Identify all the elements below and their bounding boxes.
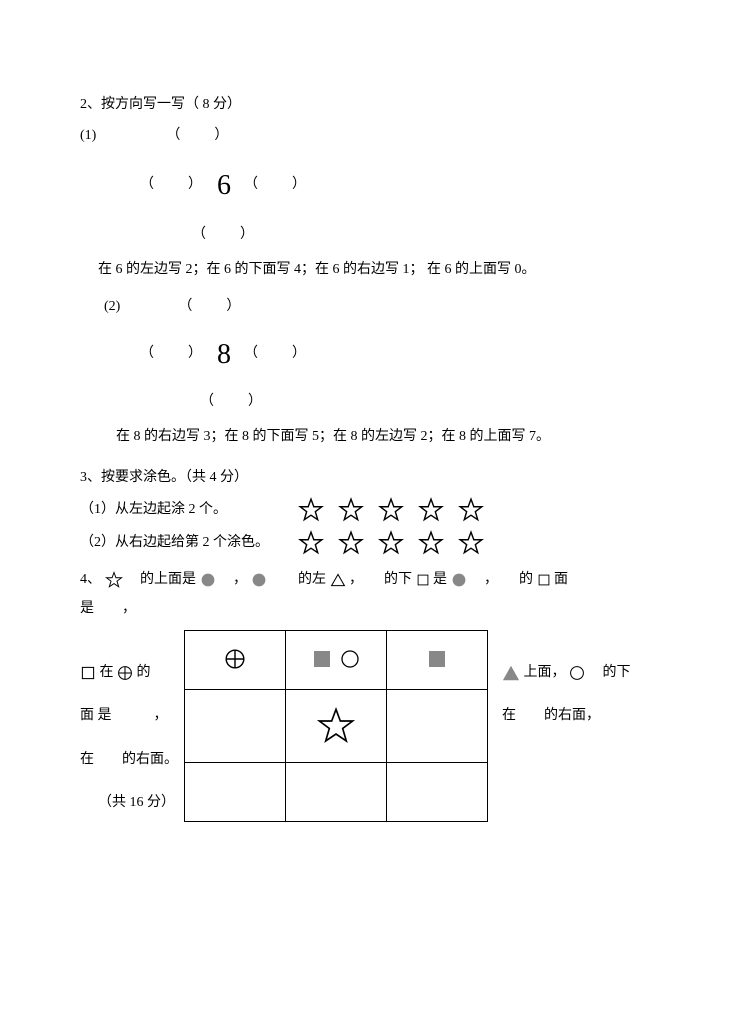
q2-1-top: （ ） [166, 123, 230, 150]
q3-label-1: （1）从左边起涂 2 个。 [80, 497, 290, 524]
q2-title: 2、按方向写一写（ 8 分） [80, 92, 665, 119]
q2-2-center: 8 [204, 328, 244, 381]
star-icon [458, 530, 484, 557]
star-icon [378, 530, 404, 557]
q2-1-left: （ ） [140, 172, 204, 199]
crossed-circle-icon [117, 658, 133, 687]
q3-label-2: （2）从右边起给第 2 个涂色。 [80, 530, 290, 557]
q4-p9: 在 [100, 665, 114, 680]
star-icon [298, 530, 324, 557]
star-icon [298, 497, 324, 524]
square-icon [416, 565, 430, 594]
circle-filled-icon [451, 565, 467, 594]
q2-1-center: 6 [204, 159, 244, 212]
star-icon [418, 530, 444, 557]
q4-p6: ， 的 [470, 572, 533, 587]
star-icon [105, 565, 123, 594]
q2-2-right: （ ） [244, 341, 308, 368]
q2-2-left: （ ） [140, 341, 204, 368]
q3-title: 3、按要求涂色。（共 4 分） [80, 465, 665, 492]
q4-p4: ， 的下 [349, 572, 412, 587]
q4-grid [184, 630, 488, 822]
q4-p8: 是 ， [80, 601, 136, 616]
star-icon [458, 497, 484, 524]
square-filled-icon [427, 646, 447, 673]
q4-p1: 的上面是 [126, 572, 196, 587]
triangle-icon [330, 565, 346, 594]
q4-p3: 的左 [270, 572, 326, 587]
q2-instr1: 在 6 的左边写 2；在 6 的下面写 4；在 6 的右边写 1； 在 6 的上… [98, 257, 665, 284]
q3-item-1: （1）从左边起涂 2 个。 [80, 497, 665, 524]
circle-icon [340, 646, 360, 673]
star-icon [378, 497, 404, 524]
circle-icon [569, 658, 585, 687]
square-icon [537, 565, 551, 594]
q4-p5: 是 [433, 572, 447, 587]
q4-text: 4、 的上面是 ， 的左 ， 的下 是 ， 的 面 [80, 565, 665, 594]
square-icon [80, 658, 96, 687]
circle-filled-icon [251, 565, 267, 594]
q4-p14: 在 的右面， [502, 708, 600, 723]
q2-sub1: (1) [80, 123, 96, 150]
q4-p10: 的 [137, 665, 151, 680]
q4-grid-area: 在 的 面 是 ， 在 的右面。 （共 16 分） [80, 630, 665, 822]
q3-stars-2 [298, 530, 484, 557]
q4-p2: ， [219, 572, 247, 587]
q3-item-2: （2）从右边起给第 2 个涂色。 [80, 530, 665, 557]
q3-stars-1 [298, 497, 484, 524]
q4-p15: 在 的右面。 [80, 752, 178, 767]
q2-sub2: (2) [104, 294, 120, 321]
square-filled-icon [312, 646, 332, 673]
q4-points: （共 16 分） [98, 795, 175, 810]
q4-text-line2: 是 ， [80, 594, 665, 623]
star-icon [338, 497, 364, 524]
q4-p12: 的下 [589, 665, 631, 680]
q2-2-top: （ ） [178, 294, 242, 321]
triangle-filled-icon [502, 658, 520, 687]
crossed-circle-icon [224, 646, 246, 673]
q2-1-right: （ ） [244, 172, 308, 199]
q2-2-bottom: （ ） [200, 389, 264, 416]
q4-p13: 面 是 ， [80, 708, 168, 723]
q4-p7: 面 [554, 572, 568, 587]
q2-1-bottom: （ ） [192, 222, 256, 249]
q4-p11: 上面， [524, 665, 566, 680]
star-icon [418, 497, 444, 524]
star-icon [316, 706, 356, 746]
q2-block-1: (1) （ ） （ ） 6 （ ） （ ） [80, 123, 665, 249]
circle-filled-icon [200, 565, 216, 594]
q4-p0: 4、 [80, 572, 101, 587]
star-icon [338, 530, 364, 557]
q2-block-2: (2) （ ） （ ） 8 （ ） （ ） [80, 294, 665, 416]
q2-instr2: 在 8 的右边写 3；在 8 的下面写 5；在 8 的左边写 2；在 8 的上面… [116, 424, 665, 451]
